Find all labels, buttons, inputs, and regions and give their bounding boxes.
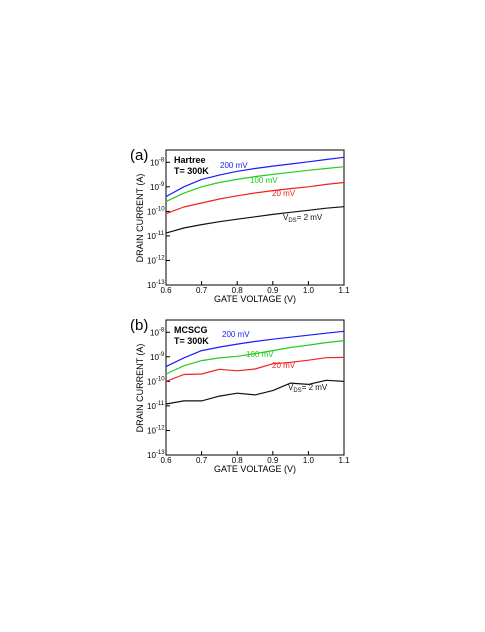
x-tick-label: 1.0 xyxy=(303,456,315,465)
y-tick-base: 10 xyxy=(147,402,156,411)
y-tick-exp: -13 xyxy=(156,280,165,286)
y-tick-exp: -9 xyxy=(159,182,165,188)
annotation-temperature: T= 300K xyxy=(174,336,209,346)
y-axis-label: DRAIN CURRENT (A) xyxy=(135,174,145,263)
x-tick-label: 1.1 xyxy=(338,456,350,465)
annotation-model: Hartree xyxy=(174,155,206,165)
x-axis-label: GATE VOLTAGE (V) xyxy=(214,294,296,304)
label-ds-subscript: DS xyxy=(288,218,296,224)
x-tick-label: 0.6 xyxy=(160,456,172,465)
x-tick-label: 0.9 xyxy=(267,286,279,295)
x-tick-label: 0.8 xyxy=(232,286,244,295)
y-tick-exp: -10 xyxy=(156,206,165,212)
y-axis-label: DRAIN CURRENT (A) xyxy=(135,344,145,433)
series-line-3 xyxy=(165,379,345,405)
panel-label: (b) xyxy=(130,317,148,334)
y-tick-label: 10-8 xyxy=(150,157,165,167)
y-tick-base: 10 xyxy=(147,451,156,460)
series-label-200mv: 200 mV xyxy=(220,161,248,170)
y-tick-exp: -13 xyxy=(156,450,165,456)
label-v: V xyxy=(283,213,289,222)
y-tick-base: 10 xyxy=(147,427,156,436)
series-label-20mv: 20 mV xyxy=(272,361,296,370)
y-tick-label: 10-12 xyxy=(147,426,165,436)
x-ticks: 0.6 0.7 0.8 0.9 1.0 1.1 xyxy=(160,451,350,465)
y-tick-exp: -11 xyxy=(156,401,165,407)
y-tick-label: 10-11 xyxy=(147,401,165,411)
panel-b: (b) MCSCG T= 300K DRAIN CURRENT (A) GATE… xyxy=(130,317,350,474)
y-tick-base: 10 xyxy=(147,377,156,386)
x-tick-label: 0.7 xyxy=(196,456,208,465)
series-label-2mv: VDS= 2 mV xyxy=(288,383,328,394)
y-tick-exp: -12 xyxy=(156,256,165,262)
y-tick-base: 10 xyxy=(147,257,156,266)
x-tick-label: 0.6 xyxy=(160,286,172,295)
panel-a: (a) Hartree T= 300K DRAIN CURRENT (A) GA… xyxy=(130,147,350,304)
x-tick-label: 1.0 xyxy=(303,286,315,295)
y-tick-label: 10-13 xyxy=(147,450,165,460)
annotation-model: MCSCG xyxy=(174,325,208,335)
y-tick-label: 10-10 xyxy=(147,376,165,386)
y-ticks: 10-8 10-9 10-10 10-11 10-12 10-13 xyxy=(147,327,170,460)
label-value: = 2 mV xyxy=(302,383,328,392)
y-tick-base: 10 xyxy=(150,328,159,337)
label-value: = 2 mV xyxy=(297,213,323,222)
y-tick-exp: -11 xyxy=(156,231,165,237)
y-tick-exp: -12 xyxy=(156,426,165,432)
label-ds-subscript: DS xyxy=(293,388,301,394)
series-label-200mv: 200 mV xyxy=(222,330,250,339)
y-tick-label: 10-11 xyxy=(147,231,165,241)
y-tick-label: 10-10 xyxy=(147,206,165,216)
y-tick-base: 10 xyxy=(147,207,156,216)
series-line-1 xyxy=(165,340,345,375)
panel-label: (a) xyxy=(130,147,148,164)
x-tick-label: 1.1 xyxy=(338,286,350,295)
plot-frame xyxy=(165,149,345,286)
annotation-temperature: T= 300K xyxy=(174,166,209,176)
y-tick-exp: -9 xyxy=(159,352,165,358)
x-axis-label: GATE VOLTAGE (V) xyxy=(214,464,296,474)
series-group xyxy=(165,156,345,234)
series-line-0 xyxy=(165,330,345,368)
y-tick-label: 10-9 xyxy=(150,352,165,362)
y-tick-base: 10 xyxy=(147,232,156,241)
series-line-3 xyxy=(165,206,345,234)
series-label-20mv: 20 mV xyxy=(272,189,296,198)
x-tick-label: 0.9 xyxy=(267,456,279,465)
series-label-100mv: 100 mV xyxy=(246,350,274,359)
y-tick-exp: -10 xyxy=(156,376,165,382)
plot-frame xyxy=(165,319,345,456)
y-tick-base: 10 xyxy=(150,183,159,192)
label-v: V xyxy=(288,383,294,392)
y-tick-label: 10-13 xyxy=(147,280,165,290)
y-tick-base: 10 xyxy=(150,353,159,362)
series-group xyxy=(165,330,345,405)
x-tick-label: 0.7 xyxy=(196,286,208,295)
y-tick-label: 10-9 xyxy=(150,182,165,192)
x-tick-label: 0.8 xyxy=(232,456,244,465)
y-tick-exp: -8 xyxy=(159,157,165,163)
series-line-1 xyxy=(165,166,345,203)
x-ticks: 0.6 0.7 0.8 0.9 1.0 1.1 xyxy=(160,281,350,295)
series-label-2mv: VDS= 2 mV xyxy=(283,213,323,224)
y-tick-base: 10 xyxy=(147,281,156,290)
y-tick-label: 10-12 xyxy=(147,256,165,266)
series-label-100mv: 100 mV xyxy=(250,176,278,185)
y-ticks: 10-8 10-9 10-10 10-11 10-12 10-13 xyxy=(147,157,170,290)
y-tick-base: 10 xyxy=(150,158,159,167)
series-line-2 xyxy=(165,181,345,215)
y-tick-exp: -8 xyxy=(159,327,165,333)
series-line-0 xyxy=(165,156,345,198)
series-line-2 xyxy=(165,356,345,382)
y-tick-label: 10-8 xyxy=(150,327,165,337)
